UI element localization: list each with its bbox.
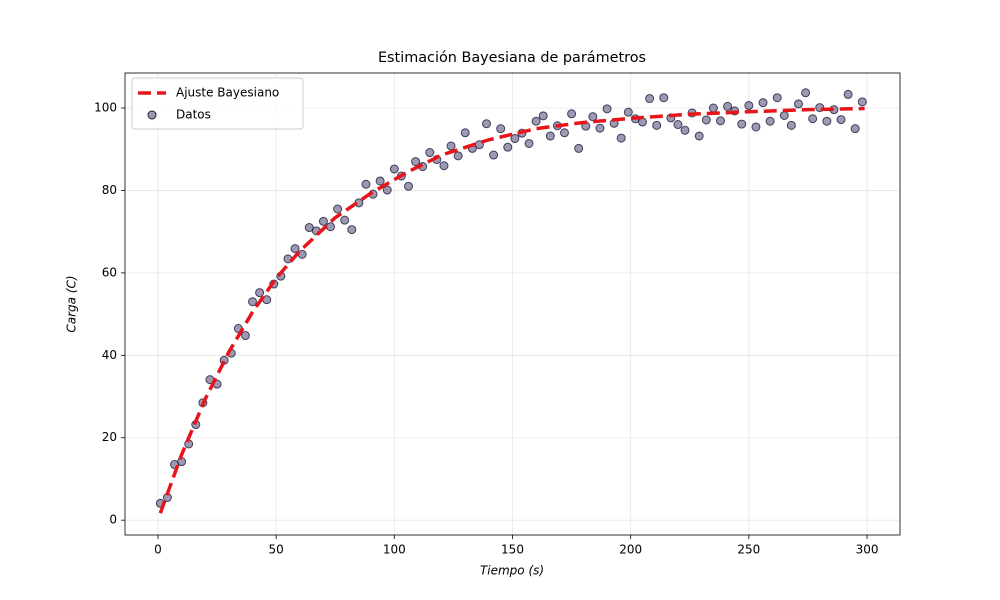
data-point [708,103,718,113]
data-point [715,116,725,126]
data-point [744,101,754,111]
data-point [489,150,499,160]
data-point [496,124,506,134]
data-point [453,151,463,161]
data-point [567,109,577,119]
data-point [425,148,435,158]
data-point [786,120,796,130]
data-point [524,138,534,148]
data-point [808,114,818,124]
data-point [701,115,711,125]
data-point [482,119,492,129]
x-tick-label: 0 [154,543,162,557]
legend-label: Datos [176,108,211,122]
x-tick-label: 200 [619,543,642,557]
data-point [793,99,803,109]
data-point [538,111,548,121]
data-point [836,115,846,125]
data-point [850,124,860,134]
y-tick-label: 100 [94,101,117,115]
data-point [616,133,626,143]
x-tick-label: 250 [737,543,760,557]
data-point [623,107,633,117]
data-point [404,181,414,191]
legend-box [131,77,304,130]
data-point [574,143,584,153]
data-point [361,179,371,189]
data-point [779,110,789,120]
data-point [248,297,258,307]
data-point [751,122,761,132]
data-point [822,116,832,126]
data-point [801,88,811,98]
data-point [595,123,605,133]
data-point [510,134,520,144]
data-point [439,161,449,171]
data-point [411,157,421,167]
data-point [694,131,704,141]
data-point [347,225,357,235]
data-point [318,216,328,226]
data-point [652,120,662,130]
x-axis-label: Tiempo (s) [480,564,544,578]
data-point [382,185,392,195]
data-point [389,164,399,174]
data-point [645,94,655,104]
y-tick-label: 20 [102,430,117,444]
data-point [680,125,690,135]
chart-title: Estimación Bayesiana de parámetros [378,50,646,66]
data-point [857,97,867,107]
data-point [375,176,385,186]
data-point [723,101,733,111]
data-point [765,116,775,126]
data-point [737,119,747,129]
data-point [304,223,314,233]
x-tick-label: 50 [269,543,284,557]
fit-line [158,106,865,514]
x-tick-label: 150 [501,543,524,557]
data-point [446,141,456,151]
data-point [290,244,300,254]
data-point [240,331,250,341]
data-point [326,222,336,232]
y-tick-label: 0 [109,513,117,527]
data-point [559,128,569,138]
data-point [255,288,265,298]
y-tick-label: 60 [102,265,117,279]
data-point [588,112,598,122]
data-point [659,93,669,103]
data-point [503,142,513,152]
data-point [545,131,555,141]
data-point [531,116,541,126]
data-point [772,93,782,103]
data-point [758,98,768,108]
data-point [297,249,307,259]
data-point [460,128,470,138]
x-tick-label: 300 [856,543,879,557]
plot-frame [124,72,901,536]
legend-marker [147,110,157,120]
y-tick-label: 40 [102,348,117,362]
legend-label: Ajuste Bayesiano [176,86,279,100]
data-point [333,204,343,214]
data-point [673,120,683,130]
x-tick-label: 100 [383,543,406,557]
data-point [340,215,350,225]
data-point [602,104,612,114]
y-axis-label: Carga (C) [65,275,79,332]
data-point [843,89,853,99]
y-tick-label: 80 [102,183,117,197]
